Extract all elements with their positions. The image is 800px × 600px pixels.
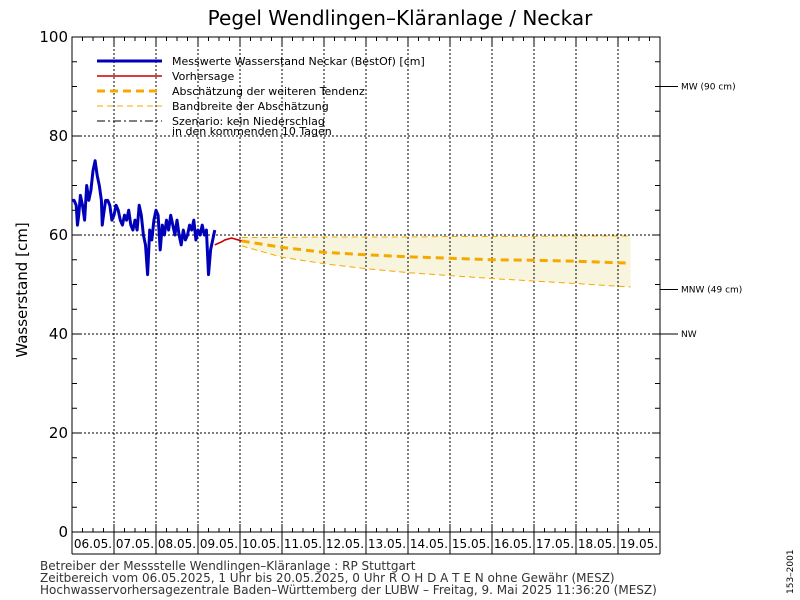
x-tick-label-18.05.: 18.05.	[578, 537, 616, 551]
x-tick-label-11.05.: 11.05.	[284, 537, 322, 551]
x-tick-label-13.05.: 13.05.	[368, 537, 406, 551]
reference-label-1: MNW (49 cm)	[681, 285, 742, 295]
y-tick-label-0: 0	[58, 523, 68, 541]
estimate-band-area	[241, 235, 631, 287]
y-axis-label: Wasserstand [cm]	[13, 222, 31, 357]
side-code: 153–2001	[786, 549, 796, 594]
x-tick-label-06.05.: 06.05.	[74, 537, 112, 551]
x-tick-label-17.05.: 17.05.	[536, 537, 574, 551]
x-tick-label-15.05.: 15.05.	[452, 537, 490, 551]
x-tick-label-16.05.: 16.05.	[494, 537, 532, 551]
x-tick-label-08.05.: 08.05.	[158, 537, 196, 551]
legend-label-measured: Messwerte Wasserstand Neckar (BestOf) [c…	[172, 55, 425, 68]
x-tick-label-14.05.: 14.05.	[410, 537, 448, 551]
legend-label-band: Bandbreite der Abschätzung	[172, 100, 329, 113]
series-line-band-upper	[241, 235, 631, 238]
chart-title: Pegel Wendlingen–Kläranlage / Neckar	[208, 6, 593, 30]
series-line-tendency	[241, 239, 631, 265]
y-tick-label-60: 60	[49, 226, 68, 244]
legend: Messwerte Wasserstand Neckar (BestOf) [c…	[97, 55, 425, 138]
x-tick-label-09.05.: 09.05.	[200, 537, 238, 551]
estimate-band-fill	[241, 235, 631, 287]
axis-ticks	[71, 36, 661, 555]
x-tick-labels: 06.05. 07.05. 08.05. 09.05. 10.05. 11.05. 12.0…	[74, 537, 658, 551]
y-tick-label-20: 20	[49, 424, 68, 442]
legend-label-tendency: Abschätzung der weiteren Tendenz	[172, 85, 365, 98]
y-tick-labels: 0 20 40 60 80 100	[39, 28, 68, 541]
series-line-measured	[72, 159, 217, 277]
y-tick-label-100: 100	[39, 28, 68, 46]
grid-lines	[72, 37, 660, 532]
x-tick-label-19.05.: 19.05.	[620, 537, 658, 551]
footer-operator: Betreiber der Messstelle Wendlingen–Klär…	[40, 559, 416, 573]
x-tick-label-12.05.: 12.05.	[326, 537, 364, 551]
reference-label-2: NW	[681, 330, 697, 340]
reference-label-0: MW (90 cm)	[681, 83, 736, 93]
series-lines	[72, 159, 631, 288]
x-tick-label-07.05.: 07.05.	[116, 537, 154, 551]
footer-source: Hochwasservorhersagezentrale Baden–Württ…	[40, 583, 657, 597]
y-tick-label-80: 80	[49, 127, 68, 145]
legend-label-forecast: Vorhersage	[172, 70, 234, 83]
series-line-band-lower	[241, 245, 631, 288]
x-tick-label-10.05.: 10.05.	[242, 537, 280, 551]
legend-label-scenario-line2: in den kommenden 10 Tagen	[172, 125, 332, 138]
series-line-forecast	[214, 237, 242, 246]
footer-time-range: Zeitbereich vom 06.05.2025, 1 Uhr bis 20…	[40, 571, 615, 585]
y-tick-label-40: 40	[49, 325, 68, 343]
legend-label-scenario: Szenario: kein Niederschlag	[172, 115, 325, 128]
reference-lines: MW (90 cm) MNW (49 cm) NW	[660, 83, 742, 340]
